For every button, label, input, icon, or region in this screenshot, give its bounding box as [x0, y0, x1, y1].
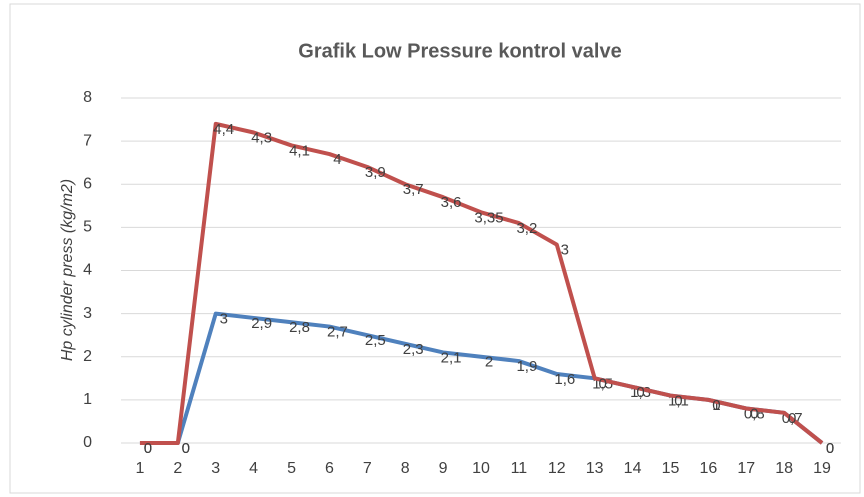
- data-label: 2,8: [289, 319, 310, 336]
- data-label: 0: [712, 397, 720, 414]
- data-label: 4,1: [289, 142, 310, 159]
- data-label: 1,6: [554, 371, 575, 388]
- x-tick-label: 12: [548, 460, 566, 477]
- data-label: 0: [788, 410, 796, 427]
- y-tick-label: 8: [83, 89, 92, 106]
- x-tick-label: 15: [662, 460, 680, 477]
- data-label: 4,3: [251, 129, 272, 146]
- y-tick-label: 2: [83, 348, 92, 365]
- data-label: 0: [750, 405, 758, 422]
- data-label: 0: [144, 440, 152, 457]
- data-label: 0: [826, 440, 834, 457]
- data-label: 1: [712, 397, 720, 414]
- x-tick-label: 6: [325, 460, 334, 477]
- data-label: 3: [561, 242, 569, 259]
- data-label: 2,7: [327, 324, 348, 341]
- data-label: 0: [182, 440, 190, 457]
- y-tick-label: 0: [83, 434, 92, 451]
- x-tick-label: 19: [813, 460, 831, 477]
- data-label: 0: [599, 375, 607, 392]
- data-label: 3,9: [365, 164, 386, 181]
- data-label: 4,4: [213, 121, 234, 138]
- chart-title: Grafik Low Pressure kontrol valve: [298, 40, 621, 62]
- data-label: 4: [333, 151, 341, 168]
- data-label: 1,9: [516, 358, 537, 375]
- data-label: 2: [485, 354, 493, 371]
- y-tick-label: 5: [83, 219, 92, 236]
- x-tick-label: 4: [249, 460, 258, 477]
- y-tick-label: 6: [83, 175, 92, 192]
- data-label: 3,7: [403, 181, 424, 198]
- y-tick-label: 3: [83, 305, 92, 322]
- x-tick-label: 2: [173, 460, 182, 477]
- data-label: 3,2: [516, 220, 537, 237]
- series-line: [139, 121, 824, 445]
- chart-frame: [9, 3, 861, 494]
- x-tick-label: 13: [586, 460, 604, 477]
- x-tick-label: 11: [511, 460, 528, 477]
- x-tick-label: 3: [211, 460, 220, 477]
- x-tick-label: 1: [135, 460, 144, 477]
- data-label: 0: [636, 384, 644, 401]
- data-label: 2,3: [403, 341, 424, 358]
- data-label: 3,35: [474, 209, 503, 226]
- x-tick-label: 14: [624, 460, 642, 477]
- x-tick-label: 7: [363, 460, 372, 477]
- data-label: 2,1: [441, 349, 462, 366]
- data-label: 0: [674, 393, 682, 410]
- y-axis-label: Hp cylinder press (kg/m2): [59, 179, 76, 361]
- data-label: 0: [144, 440, 152, 457]
- data-label: 3: [220, 311, 228, 328]
- x-tick-label: 16: [699, 460, 717, 477]
- x-tick-label: 9: [439, 460, 448, 477]
- x-tick-label: 10: [472, 460, 490, 477]
- y-tick-label: 1: [83, 391, 92, 408]
- x-tick-label: 8: [401, 460, 410, 477]
- x-tick-label: 5: [287, 460, 296, 477]
- data-label: 0: [826, 440, 834, 457]
- data-label: 2,9: [251, 315, 272, 332]
- x-tick-label: 18: [775, 460, 793, 477]
- data-label: 0: [182, 440, 190, 457]
- x-tick-label: 17: [737, 460, 755, 477]
- data-label: 2,5: [365, 332, 386, 349]
- data-label: 3,6: [441, 194, 462, 211]
- y-tick-label: 4: [83, 262, 92, 279]
- y-tick-label: 7: [83, 132, 92, 149]
